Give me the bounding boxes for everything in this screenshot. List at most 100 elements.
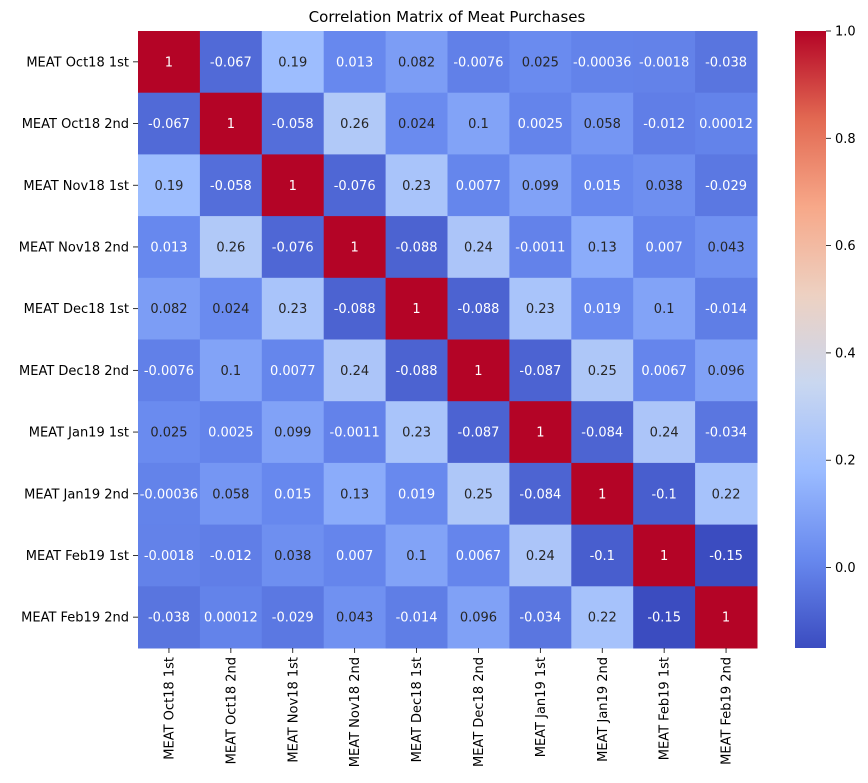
heatmap-cell — [509, 154, 572, 217]
heatmap-cell-label: -0.0018 — [144, 549, 194, 564]
heatmap-cell-label: -0.067 — [210, 55, 252, 70]
heatmap-cell — [138, 92, 201, 155]
heatmap-cell — [323, 92, 387, 155]
heatmap-cell — [509, 31, 572, 94]
heatmap-cell — [385, 216, 448, 279]
heatmap-cell — [571, 216, 634, 279]
heatmap-cell — [199, 154, 263, 217]
colorbar-tick-label: 0.2 — [835, 454, 856, 469]
heatmap-cell-label: 0.025 — [150, 426, 187, 441]
heatmap-cell — [138, 31, 201, 94]
heatmap-cell — [199, 524, 263, 587]
heatmap-cell-label: 0.019 — [398, 487, 435, 502]
heatmap-cell — [261, 154, 325, 217]
heatmap-cell-label: -0.0011 — [515, 240, 565, 255]
heatmap-cell-labels: 1 -0.067 0.19 0.013 0.082 -0.0076 0.025 -0.0003… — [140, 55, 753, 625]
heatmap-cell-label: 0.024 — [398, 117, 435, 132]
heatmap-cell-label: -0.038 — [148, 611, 190, 626]
heatmap-cell-label: -0.0076 — [144, 364, 194, 379]
heatmap-cell-label: -0.029 — [272, 611, 314, 626]
heatmap-cell — [571, 277, 634, 340]
heatmap-cell — [509, 216, 572, 279]
heatmap-cell-label: 1 — [536, 426, 544, 441]
colorbar-tick-label: 0.4 — [835, 346, 856, 361]
heatmap-cell — [633, 586, 696, 649]
heatmap-cell-label: -0.038 — [705, 55, 747, 70]
heatmap-cell — [261, 524, 325, 587]
heatmap-cell-label: -0.034 — [705, 426, 747, 441]
x-tick-label: MEAT Dec18 1st — [410, 657, 425, 762]
heatmap-cell-label: -0.00036 — [140, 487, 198, 502]
heatmap-cell-label: 1 — [351, 240, 359, 255]
heatmap-cell — [261, 92, 325, 155]
heatmap-cell — [385, 31, 448, 94]
heatmap-cell-label: 0.23 — [526, 302, 555, 317]
heatmap-cell — [447, 31, 510, 94]
x-tick-label: MEAT Nov18 1st — [286, 657, 301, 763]
heatmap-cell-label: 0.038 — [646, 179, 683, 194]
heatmap-cell — [633, 216, 696, 279]
heatmap-cell — [323, 586, 387, 649]
heatmap-cell-label: 0.0077 — [270, 364, 316, 379]
heatmap-cell-label: 0.13 — [340, 487, 369, 502]
heatmap-cell-label: 0.0025 — [518, 117, 564, 132]
heatmap-cell-label: 0.038 — [274, 549, 311, 564]
y-tick-label: MEAT Nov18 2nd — [19, 240, 129, 255]
heatmap-cell-label: 0.015 — [274, 487, 311, 502]
y-tick-label: MEAT Feb19 2nd — [21, 611, 129, 626]
y-tick-label: MEAT Jan19 1st — [29, 426, 129, 441]
heatmap-cell — [138, 462, 201, 526]
heatmap-cell — [447, 401, 510, 464]
heatmap-cell — [447, 462, 510, 526]
heatmap-cell — [385, 462, 448, 526]
heatmap-cell-label: 0.23 — [278, 302, 307, 317]
heatmap-cell-label: 0.22 — [588, 611, 617, 626]
heatmap-cell — [633, 524, 696, 587]
heatmap-cell-label: 0.24 — [464, 240, 493, 255]
x-tick-label: MEAT Nov18 2nd — [348, 657, 363, 767]
heatmap-cell — [695, 462, 758, 526]
heatmap-cell — [633, 462, 696, 526]
heatmap-cell-label: 0.24 — [340, 364, 369, 379]
heatmap-cell — [509, 401, 572, 464]
heatmap-cell — [571, 462, 634, 526]
heatmap-cell — [199, 462, 263, 526]
heatmap-cell — [385, 277, 448, 340]
colorbar-tick-label: 0.8 — [835, 132, 856, 147]
heatmap-cell-label: 0.082 — [150, 302, 187, 317]
heatmap-cell — [509, 586, 572, 649]
colorbar-tick-label: 0.0 — [835, 561, 856, 576]
heatmap-cell — [571, 92, 634, 155]
heatmap-cell-label: -0.088 — [457, 302, 499, 317]
heatmap-cell-label: -0.088 — [396, 240, 438, 255]
heatmap-cell — [695, 586, 758, 649]
heatmap-cell — [385, 339, 448, 402]
heatmap-cell-label: 0.058 — [212, 487, 249, 502]
heatmap-cell — [138, 277, 201, 340]
heatmap-cell-label: 1 — [289, 179, 297, 194]
heatmap-cell-label: 0.007 — [646, 240, 683, 255]
heatmap-cell-label: 0.00012 — [699, 117, 753, 132]
heatmap-cell — [447, 277, 510, 340]
x-tick-label: MEAT Feb19 1st — [658, 657, 673, 760]
heatmap-cell — [261, 462, 325, 526]
heatmap-cell-label: 1 — [722, 611, 730, 626]
heatmap-cell-label: -0.00036 — [573, 55, 631, 70]
heatmap-cell-label: 0.0077 — [456, 179, 502, 194]
heatmap-cell-label: 0.22 — [712, 487, 741, 502]
heatmap-cell — [447, 92, 510, 155]
heatmap-cell-label: 0.058 — [584, 117, 621, 132]
heatmap-cell — [633, 277, 696, 340]
heatmap-cell-label: 0.043 — [707, 240, 744, 255]
heatmap-cell-label: 0.099 — [274, 426, 311, 441]
heatmap-cell-label: 0.25 — [588, 364, 617, 379]
heatmap-cell — [509, 462, 572, 526]
heatmap-cell — [323, 277, 387, 340]
heatmap-cell-label: -0.034 — [519, 611, 561, 626]
y-axis-ticks: MEAT Oct18 1st MEAT Oct18 2nd MEAT Nov18 1… — [19, 55, 138, 626]
heatmap-cell-label: -0.088 — [396, 364, 438, 379]
x-tick-label: MEAT Jan19 2nd — [596, 657, 611, 762]
x-tick-label: MEAT Oct18 1st — [162, 657, 177, 760]
heatmap-cell-label: 0.013 — [336, 55, 373, 70]
heatmap-cell — [199, 31, 263, 94]
